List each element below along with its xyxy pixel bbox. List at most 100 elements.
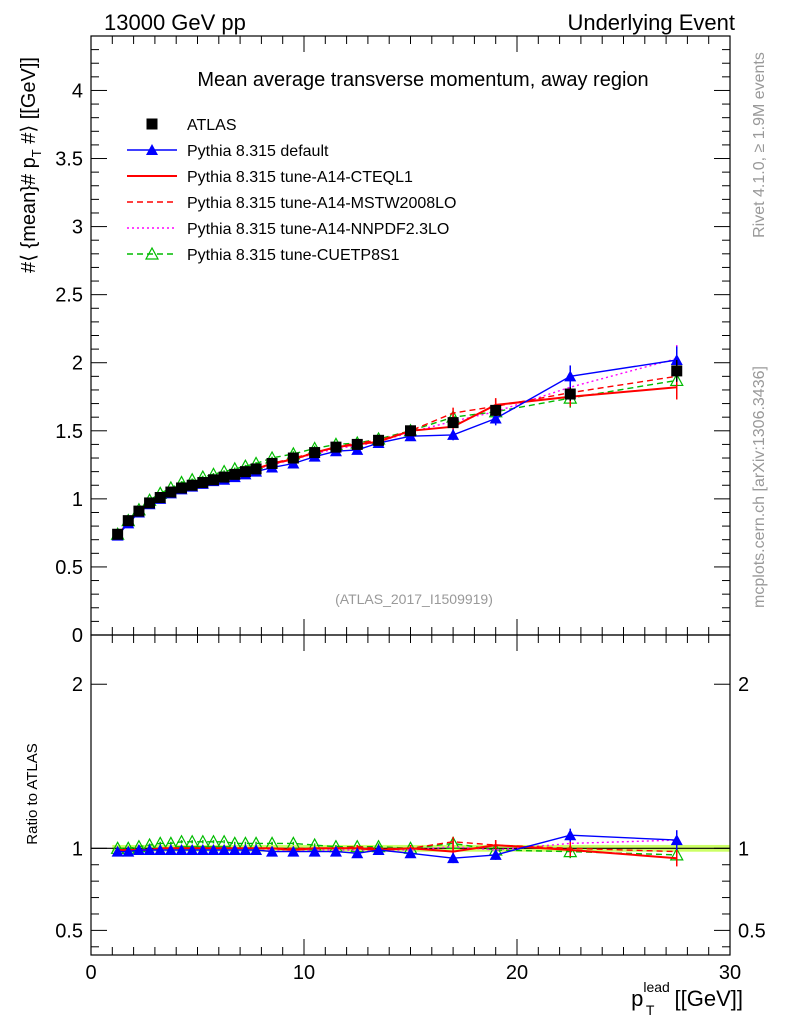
analysis-watermark: (ATLAS_2017_I1509919) [335, 591, 493, 607]
main-point [287, 452, 299, 464]
y-tick-label: 3.5 [55, 149, 83, 171]
ratio-y-tick-label-right: 1 [738, 838, 749, 860]
legend-item: Pythia 8.315 default [127, 143, 329, 160]
ratio-point [218, 843, 231, 855]
main-series-atlas [112, 360, 683, 540]
ratio-y-axis-label: Ratio to ATLAS [24, 743, 41, 844]
main-point [154, 492, 166, 504]
main-point [250, 463, 262, 475]
main-series-pythia-8-315-tune-a14-mstw2008lo [116, 364, 678, 537]
legend-label: Pythia 8.315 default [187, 143, 329, 160]
y-tick-label: 0 [72, 625, 83, 647]
main-point [671, 365, 683, 377]
main-point [176, 482, 188, 494]
legend-marker [144, 246, 160, 260]
main-point [144, 497, 156, 509]
ratio-point [447, 852, 460, 864]
ratio-point [351, 847, 364, 859]
legend-item: Pythia 8.315 tune-A14-MSTW2008LO [127, 195, 456, 212]
main-point [447, 417, 459, 429]
ratio-point [266, 845, 279, 857]
main-panel: 0 0.5 1 1.5 2 2.5 3 3.5 4 Mean average transvers… [55, 35, 731, 647]
main-series-group [110, 345, 684, 541]
x-tick-label: 30 [719, 962, 741, 984]
ratio-point [207, 843, 220, 855]
x-tick-label: 20 [506, 962, 528, 984]
ratio-point [404, 847, 417, 859]
main-series-pythia-8-315-tune-a14-cteql1 [116, 374, 678, 537]
main-line [117, 359, 677, 537]
ratio-point [122, 845, 135, 857]
ratio-point [132, 843, 145, 855]
main-y-axis-label-sub: T [29, 149, 44, 157]
legend-item: ATLAS [146, 117, 237, 134]
ratio-x-axis: 0 10 20 30 [85, 635, 741, 984]
ratio-point [287, 845, 300, 857]
main-point [489, 412, 502, 424]
x-tick-label: 0 [85, 962, 96, 984]
main-title: Mean average transverse momentum, away r… [197, 69, 648, 91]
ratio-point [489, 848, 502, 860]
ratio-point [196, 843, 209, 855]
ratio-y-tick-label-right: 0.5 [738, 920, 766, 942]
y-tick-label: 0.5 [55, 557, 83, 579]
ratio-y-tick-label: 0.5 [55, 920, 83, 942]
mcplots-label: mcplots.cern.ch [arXiv:1306.3436] [751, 366, 768, 608]
main-point [564, 370, 577, 382]
ratio-panel: 0.5 0.5 1 1 2 2 0 10 20 30 [55, 634, 766, 984]
main-y-axis-label-main: #⟨ {mean}# p [18, 157, 40, 273]
legend-label: Pythia 8.315 tune-CUETP8S1 [187, 247, 400, 264]
main-y-axis-label: #⟨ {mean}# pT #⟩ [[GeV]] [18, 57, 44, 273]
ratio-point [308, 845, 321, 857]
y-tick-label: 1 [72, 489, 83, 511]
ratio-point [372, 843, 385, 855]
main-y-axis: 0 0.5 1 1.5 2 2.5 3 3.5 4 [55, 35, 730, 647]
ratio-point [329, 845, 342, 857]
y-tick-label: 1.5 [55, 421, 83, 443]
y-tick-label: 3 [72, 217, 83, 239]
legend-item: Pythia 8.315 tune-A14-NNPDF2.3LO [127, 221, 449, 238]
legend-marker [146, 144, 158, 155]
main-point [373, 434, 385, 446]
main-point [351, 438, 363, 450]
y-tick-label: 4 [72, 80, 83, 102]
main-x-ticks [90, 36, 731, 635]
ratio-point [111, 845, 124, 857]
main-point [309, 447, 321, 459]
ratio-point [175, 843, 188, 855]
main-point [266, 457, 278, 469]
main-point [405, 425, 416, 437]
main-point [229, 468, 241, 480]
main-point [447, 428, 460, 440]
ratio-point [143, 843, 156, 855]
main-point [197, 477, 209, 489]
header-right-label: Underlying Event [567, 10, 735, 35]
legend-item: Pythia 8.315 tune-CUETP8S1 [127, 246, 400, 264]
main-point [239, 466, 251, 478]
main-point [122, 515, 134, 527]
x-axis-label: plead T [[GeV]] [631, 979, 743, 1018]
main-point [165, 486, 177, 498]
main-line [117, 357, 677, 537]
main-point [218, 471, 230, 483]
ratio-point [564, 829, 577, 841]
ratio-point [164, 843, 177, 855]
ratio-y-axis: 0.5 0.5 1 1 2 2 [55, 674, 766, 948]
rivet-version-label: Rivet 4.1.0, ≥ 1.9M events [751, 52, 768, 238]
ratio-y-tick-label: 2 [72, 674, 83, 696]
ratio-point [250, 843, 263, 855]
main-point [330, 441, 342, 453]
main-point [564, 388, 576, 400]
ratio-series-group [110, 828, 684, 867]
y-tick-label: 2 [72, 353, 83, 375]
main-point [490, 404, 502, 416]
x-axis-label-sup: lead [643, 979, 669, 995]
ratio-plot-frame [90, 634, 731, 956]
main-point [207, 474, 219, 486]
ratio-point [154, 843, 167, 855]
ratio-y-tick-label: 1 [72, 838, 83, 860]
legend-label: Pythia 8.315 tune-A14-MSTW2008LO [187, 195, 456, 212]
legend-label: Pythia 8.315 tune-A14-CTEQL1 [187, 169, 413, 186]
legend-label: Pythia 8.315 tune-A14-NNPDF2.3LO [187, 221, 449, 238]
